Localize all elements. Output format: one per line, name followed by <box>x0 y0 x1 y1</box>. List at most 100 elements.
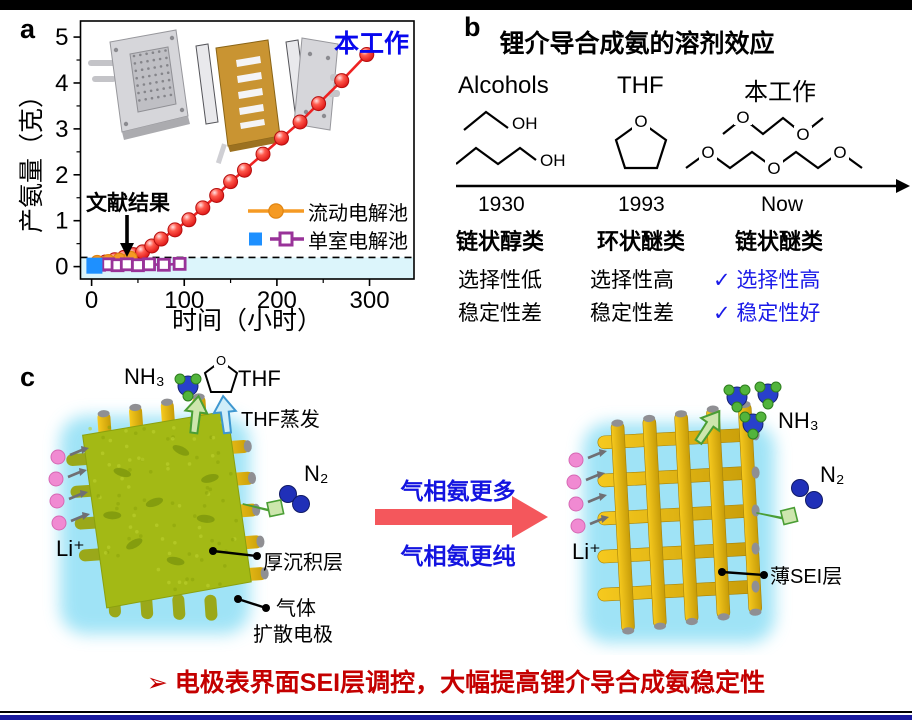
class-chain-ethers: 链状醚类 <box>735 229 824 254</box>
data-point-open-square <box>142 257 156 272</box>
prop-check-stability-good: ✓ 稳定性好 <box>713 302 821 325</box>
x-tick-label: 100 <box>164 287 204 314</box>
data-point-sphere <box>209 187 225 203</box>
data-point-sphere <box>223 174 239 190</box>
prop-stability-poor-1: 稳定性差 <box>458 302 542 325</box>
solvent-structures: O O O O O O OH OH <box>456 108 910 193</box>
n2-feed-arrow-right <box>756 506 799 526</box>
svg-text:O: O <box>701 143 714 162</box>
thick-deposit-layer-label: 厚沉积层 <box>263 552 343 574</box>
props-alcohols: 选择性低 稳定性差 <box>458 264 542 330</box>
nh3-release-arrow-right <box>694 409 721 446</box>
data-point-sphere <box>292 114 308 130</box>
nh3-molecule-left <box>174 373 202 402</box>
purer-gas-phase-ammonia-label: 气相氨更纯 <box>400 543 516 569</box>
panel-a-letter: a <box>20 14 36 44</box>
top-bar <box>0 0 912 10</box>
nh3-molecules-right <box>723 381 782 440</box>
timeline-arrow <box>456 179 910 193</box>
y-tick-label: 3 <box>55 116 68 143</box>
column-header-this-work: 本工作 <box>744 79 816 106</box>
y-tick-label: 4 <box>55 70 68 97</box>
y-tick-label: 1 <box>55 208 68 235</box>
nh3-release-arrow-left <box>183 394 209 435</box>
nh3-label-left: NH₃ <box>124 364 165 389</box>
svg-text:O: O <box>216 353 226 368</box>
deposit-speckle <box>88 420 238 592</box>
thick-deposit-layer-shape <box>82 410 252 609</box>
legend-symbol-single-cell <box>249 231 304 247</box>
prop-stability-poor-2: 稳定性差 <box>590 302 674 325</box>
y-tick-label: 5 <box>55 24 68 51</box>
year-1993: 1993 <box>618 193 665 216</box>
thin-sei-layer-label: 薄SEI层 <box>770 566 843 588</box>
li-ions-right <box>566 449 609 534</box>
data-point-sphere <box>167 222 183 238</box>
nh3-label-right: NH₃ <box>778 408 819 433</box>
bottom-blue-bar <box>0 715 912 720</box>
prop-selectivity-high: 选择性高 <box>590 269 674 292</box>
thf-oxygen-label: O <box>634 112 647 131</box>
inset-right-plate <box>293 37 339 131</box>
legend-label-flow-cell: 流动电解池 <box>308 202 408 225</box>
n2-molecule-right <box>791 479 823 509</box>
data-point-sphere <box>236 162 252 178</box>
legend-item-single-cell: 单室电解池 <box>246 225 408 253</box>
n2-label-right: N₂ <box>820 462 845 487</box>
year-1930: 1930 <box>478 193 525 216</box>
panel-c-letter: c <box>20 362 36 392</box>
data-point-sphere <box>311 96 327 112</box>
gas-diffusion-electrode-label-2: 扩散电极 <box>253 624 333 646</box>
data-point-square <box>86 257 103 274</box>
gde-pointer <box>234 595 270 612</box>
thf-label: THF <box>238 366 281 391</box>
prop-selectivity-low: 选择性低 <box>458 269 542 292</box>
y-tick-label: 0 <box>55 254 68 281</box>
panel-b-letter: b <box>464 12 481 42</box>
chart-legend: 流动电解池 单室电解池 <box>246 197 408 253</box>
thf-structure <box>614 120 668 170</box>
x-tick-label: 200 <box>257 287 297 314</box>
thin-sei-pointer <box>718 568 768 579</box>
panel-b-title: 锂介导合成氨的溶剂效应 <box>499 30 775 58</box>
column-header-thf: THF <box>617 72 664 99</box>
legend-item-flow-cell: 流动电解池 <box>246 197 408 225</box>
class-cyclic-ethers: 环状醚类 <box>597 229 686 254</box>
more-gas-phase-ammonia-label: 气相氨更多 <box>400 478 516 504</box>
butanol-oh-label: OH <box>540 151 566 170</box>
props-thf: 选择性高 稳定性差 <box>590 264 674 330</box>
column-header-alcohols: Alcohols <box>458 72 549 99</box>
svg-text:O: O <box>736 108 749 127</box>
year-now: Now <box>761 193 804 216</box>
ethanol-oh-label: OH <box>512 114 538 133</box>
n2-molecule-left <box>279 485 310 513</box>
props-this-work: ✓ 选择性高 ✓ 稳定性好 <box>713 264 820 330</box>
legend-symbol-flow-cell <box>248 203 304 219</box>
deposit-bumps <box>103 445 219 566</box>
data-point-sphere <box>359 47 375 63</box>
data-point-open-square <box>131 258 145 273</box>
li-ions-left <box>48 446 90 531</box>
literature-label: 文献结果 <box>86 192 170 215</box>
panel-c-diagram: O <box>48 353 823 643</box>
n2-feed-arrow-left <box>242 498 285 518</box>
data-point-sphere <box>153 231 169 247</box>
right-electrode <box>597 400 762 635</box>
electrolyzer-inset-image <box>88 29 342 164</box>
svg-text:O: O <box>767 159 780 178</box>
legend-label-single-cell: 单室电解池 <box>308 230 408 253</box>
data-point-open-square <box>119 257 134 272</box>
data-point-sphere <box>274 130 290 146</box>
data-point-open-square <box>172 256 187 271</box>
ethanol-structure <box>463 110 509 131</box>
data-point-sphere <box>255 146 271 162</box>
bottom-rule <box>0 711 912 713</box>
li-label-right: Li⁺ <box>572 539 601 564</box>
class-chain-alcohols: 链状醇类 <box>456 229 545 254</box>
x-tick-label: 0 <box>85 287 98 314</box>
literature-arrow <box>120 215 134 257</box>
n2-label-left: N₂ <box>304 461 329 486</box>
li-flux-arrows-left <box>67 448 84 523</box>
svg-text:O: O <box>833 143 846 162</box>
